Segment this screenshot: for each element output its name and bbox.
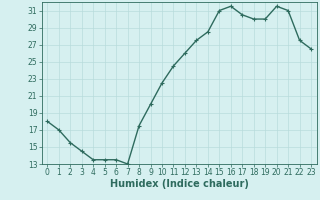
X-axis label: Humidex (Indice chaleur): Humidex (Indice chaleur) [110, 179, 249, 189]
